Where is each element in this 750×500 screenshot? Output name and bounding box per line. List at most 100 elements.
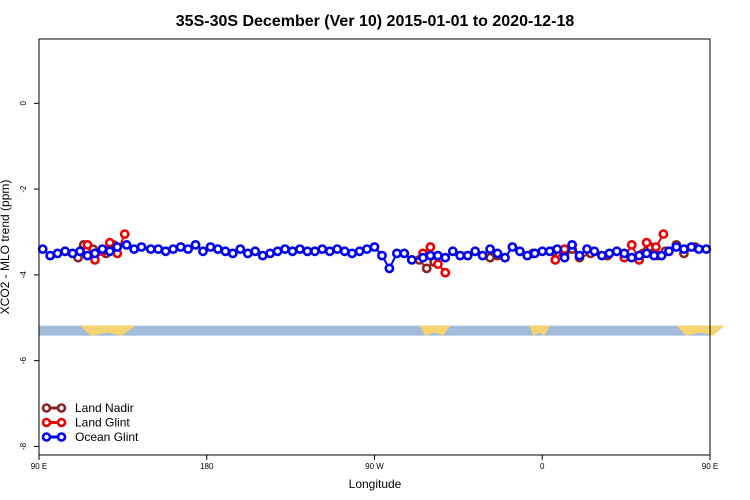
data-point: [552, 244, 563, 254]
data-point: [477, 250, 488, 261]
x-tick-label: 90 E: [702, 462, 718, 471]
legend-swatch-marker: [41, 432, 52, 442]
data-point: [37, 244, 48, 254]
data-point: [425, 242, 436, 252]
data-point: [168, 244, 179, 254]
y-tick-label: -4: [19, 271, 28, 279]
data-point: [462, 250, 473, 261]
x-tick-label: 90 E: [31, 462, 47, 471]
data-point: [544, 246, 555, 257]
legend-item-ocean-glint: Ocean Glint: [41, 430, 139, 444]
data-point: [589, 246, 600, 257]
legend-label: Ocean Glint: [75, 430, 139, 444]
data-point: [500, 252, 510, 263]
y-tick-label: 0: [19, 101, 28, 106]
data-point: [492, 248, 503, 259]
x-tick-label: 90 W: [365, 462, 384, 471]
data-point: [332, 244, 343, 254]
data-point: [347, 248, 357, 259]
data-point: [671, 242, 682, 252]
data-point: [421, 263, 432, 274]
data-point: [440, 267, 451, 278]
y-tick-label: -2: [19, 185, 28, 193]
legend-item-land-glint: Land Glint: [41, 416, 130, 430]
data-point: [529, 248, 540, 259]
data-point: [212, 244, 223, 254]
data-point: [651, 242, 661, 252]
data-point: [406, 254, 417, 265]
data-point: [440, 252, 451, 263]
land-segment: [529, 325, 550, 336]
data-point: [626, 252, 637, 263]
data-point: [507, 242, 518, 252]
legend-swatch-marker: [41, 403, 52, 413]
ocean-band: [39, 325, 710, 336]
data-point: [145, 244, 156, 254]
data-point: [384, 263, 395, 274]
y-tick-label: -8: [19, 442, 28, 450]
series-layer: [37, 229, 712, 278]
data-point: [701, 244, 712, 254]
data-point: [658, 229, 669, 239]
legend-label: Land Nadir: [75, 401, 134, 415]
data-point: [664, 246, 674, 257]
x-tick-label: 0: [540, 462, 545, 471]
data-point: [160, 246, 171, 257]
data-point: [611, 246, 622, 257]
data-point: [362, 244, 372, 254]
legend-item-land-nadir: Land Nadir: [41, 401, 134, 415]
y-axis-label: XCO2 - MLO trend (ppm): [0, 180, 12, 315]
data-point: [522, 250, 533, 261]
data-point: [75, 246, 85, 257]
x-tick-label: 180: [200, 462, 214, 471]
data-point: [60, 246, 70, 257]
data-point: [280, 244, 290, 254]
data-point: [693, 244, 704, 254]
data-point: [641, 248, 652, 259]
y-axis: 0 -2 -4 -6 -8: [19, 39, 40, 455]
data-point: [399, 248, 410, 259]
data-point: [641, 237, 652, 248]
land-ocean-band: [39, 325, 725, 336]
data-point: [265, 248, 275, 259]
data-point: [136, 242, 147, 252]
data-point: [104, 246, 115, 257]
data-point: [90, 248, 100, 259]
data-point: [656, 250, 667, 261]
data-point: [470, 246, 481, 257]
data-point: [597, 250, 607, 261]
data-point: [198, 246, 208, 257]
chart-title: 35S-30S December (Ver 10) 2015-01-01 to …: [176, 13, 575, 30]
x-axis-label: Longitude: [349, 477, 402, 491]
data-point: [227, 248, 238, 259]
data-point: [567, 239, 577, 250]
data-point: [619, 248, 630, 259]
data-point: [250, 246, 261, 257]
data-point: [104, 237, 115, 248]
legend-label: Land Glint: [75, 416, 130, 430]
data-point: [626, 239, 637, 250]
data-point: [302, 246, 313, 257]
y-tick-label: -6: [19, 357, 28, 365]
land-segment: [80, 325, 136, 336]
data-point: [121, 239, 132, 250]
series-ocean-glint: [37, 239, 712, 274]
legend-swatch-marker: [41, 417, 52, 428]
data-point: [559, 252, 570, 263]
data-point: [119, 229, 130, 239]
land-segment: [419, 325, 451, 336]
data-point: [294, 244, 305, 254]
data-point: [679, 244, 689, 254]
data-point: [190, 239, 201, 250]
x-axis: 90 E 180 90 W 0 90 E: [31, 454, 718, 471]
data-point: [425, 250, 436, 261]
legend-swatch-marker: [56, 417, 67, 428]
data-point: [515, 246, 525, 257]
data-point: [369, 242, 380, 252]
land-segment: [676, 325, 725, 336]
data-point: [183, 244, 193, 254]
data-point: [52, 248, 63, 259]
data-point: [235, 244, 246, 254]
